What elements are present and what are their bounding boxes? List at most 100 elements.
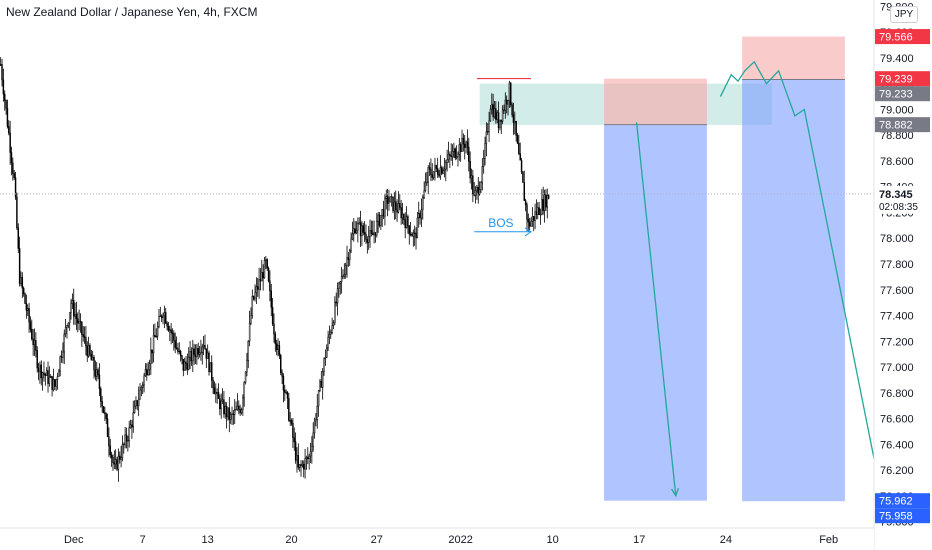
- candle-body: [520, 159, 523, 173]
- candle-body: [1, 64, 3, 81]
- price-tick-label: 78.800: [880, 130, 914, 142]
- candle-body: [259, 279, 262, 282]
- candle-body: [514, 120, 516, 123]
- candle-body: [166, 322, 168, 327]
- candle-body: [477, 186, 479, 195]
- candle-body: [201, 346, 203, 353]
- candle-body: [354, 228, 356, 233]
- candle-body: [213, 387, 216, 395]
- candle-body: [108, 436, 110, 447]
- candle-body: [144, 369, 147, 377]
- candle-body: [170, 329, 172, 334]
- candle-body: [289, 420, 291, 422]
- candle-body: [370, 230, 373, 234]
- candle-body: [438, 174, 440, 177]
- candle-body: [286, 391, 289, 399]
- candle-body: [278, 345, 281, 356]
- candle-body: [37, 367, 40, 372]
- candles-group: [0, 57, 550, 482]
- candle-body: [93, 357, 95, 371]
- candle-body: [528, 221, 531, 227]
- candle-body: [156, 326, 159, 337]
- candle-body: [101, 401, 103, 407]
- candle-body: [136, 400, 139, 406]
- chart-title: New Zealand Dollar / Japanese Yen, 4h, F…: [6, 5, 258, 19]
- position-target-zone[interactable]: [604, 124, 707, 501]
- price-tag: [875, 117, 930, 133]
- candle-body: [104, 412, 106, 414]
- candle-body: [196, 348, 198, 357]
- candle-body: [367, 236, 370, 243]
- price-tag-label: 75.958: [879, 511, 913, 523]
- candle-body: [408, 225, 410, 235]
- candle-body: [27, 308, 29, 311]
- candle-body: [142, 384, 144, 388]
- candle-body: [297, 455, 300, 468]
- candle-body: [86, 345, 88, 357]
- candle-body: [202, 345, 205, 348]
- candle-body: [152, 334, 155, 354]
- candle-body: [296, 455, 298, 461]
- candle-body: [294, 441, 297, 461]
- candle-body: [426, 181, 428, 184]
- candle-body: [262, 272, 264, 279]
- projection-arrow[interactable]: [635, 122, 677, 496]
- candle-body: [266, 259, 268, 269]
- candle-body: [90, 353, 93, 361]
- candle-body: [18, 248, 21, 284]
- candle-body: [212, 380, 214, 388]
- candle-body: [43, 372, 45, 375]
- currency-selector[interactable]: JPY: [890, 6, 918, 23]
- position-stop-zone[interactable]: [742, 36, 845, 80]
- candle-body: [62, 351, 64, 358]
- candle-body: [137, 398, 140, 406]
- candle-body: [125, 434, 128, 442]
- candle-body: [316, 405, 318, 420]
- candle-body: [114, 459, 117, 465]
- projection-arrow[interactable]: [719, 60, 883, 496]
- candle-body: [189, 350, 191, 358]
- candle-body: [167, 325, 170, 331]
- candle-body: [288, 398, 290, 421]
- candle-body: [505, 99, 508, 105]
- candle-body: [48, 377, 51, 384]
- position-stop-zone[interactable]: [604, 78, 707, 125]
- candle-body: [211, 362, 213, 381]
- candle-body: [225, 405, 228, 417]
- candle-body: [392, 196, 394, 212]
- candle-body: [216, 392, 218, 394]
- candle-body: [150, 349, 152, 364]
- candle-body: [179, 350, 182, 357]
- candle-body: [217, 392, 220, 399]
- candle-body: [472, 175, 474, 195]
- candle-body: [206, 352, 209, 359]
- candle-body: [516, 135, 519, 144]
- candle-body: [389, 196, 392, 203]
- candle-body: [182, 358, 185, 371]
- candle-body: [13, 173, 15, 178]
- candle-body: [358, 222, 360, 225]
- candle-body: [236, 405, 239, 410]
- position-target-zone[interactable]: [742, 79, 845, 502]
- candle-body: [372, 233, 374, 236]
- candle-body: [450, 155, 452, 157]
- candle-body: [510, 82, 512, 105]
- candle-body: [22, 287, 25, 295]
- candle-body: [518, 142, 520, 154]
- candle-body: [489, 108, 492, 122]
- candle-body: [336, 288, 339, 304]
- time-tick-label: 10: [547, 534, 559, 546]
- candle-body: [416, 217, 419, 239]
- candle-body: [25, 303, 28, 311]
- candle-body: [458, 144, 461, 155]
- candle-body: [98, 374, 101, 389]
- candle-body: [252, 296, 255, 300]
- candle-body: [14, 177, 17, 198]
- price-tag-label: 75.962: [879, 496, 913, 508]
- candle-body: [261, 272, 263, 282]
- time-axis[interactable]: [0, 528, 874, 550]
- candle-body: [147, 369, 149, 375]
- candle-body: [431, 174, 433, 178]
- candle-body: [535, 211, 538, 215]
